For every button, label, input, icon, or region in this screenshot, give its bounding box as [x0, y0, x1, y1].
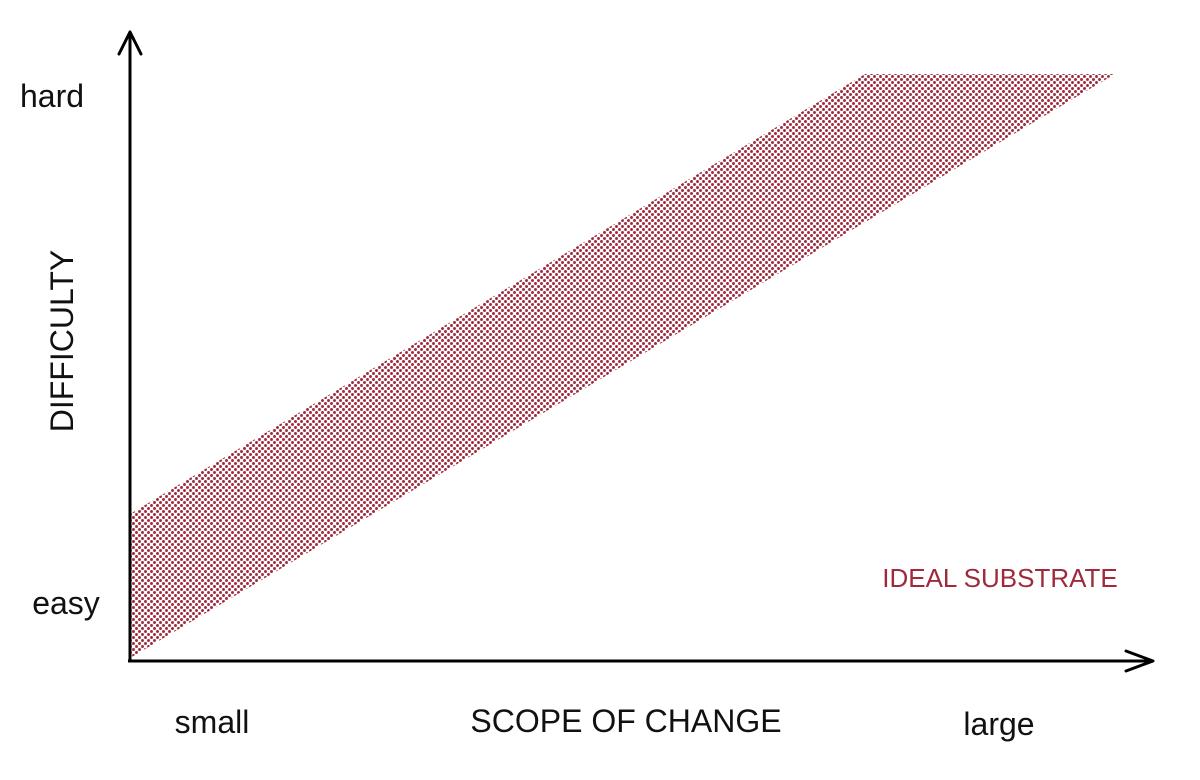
ideal-substrate-band [130, 74, 1115, 658]
y-axis-title: DIFFICULTY [44, 250, 80, 433]
y-tick-label-easy: easy [32, 585, 100, 621]
x-axis-arrowhead [1124, 649, 1155, 673]
y-tick-label-hard: hard [20, 78, 84, 114]
y-axis-arrowhead [117, 30, 143, 56]
x-axis-title: SCOPE OF CHANGE [470, 703, 781, 739]
ideal-substrate-label: IDEAL SUBSTRATE [882, 563, 1118, 593]
x-tick-label-large: large [963, 706, 1034, 742]
x-tick-label-small: small [175, 704, 250, 740]
